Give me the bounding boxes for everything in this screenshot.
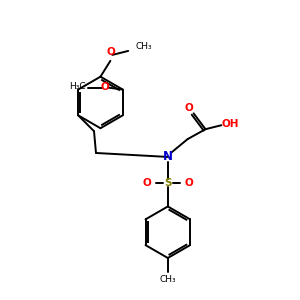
Text: O: O bbox=[143, 178, 152, 188]
Text: O: O bbox=[184, 178, 193, 188]
Text: S: S bbox=[164, 178, 172, 188]
Text: H₃C: H₃C bbox=[70, 82, 86, 91]
Text: O: O bbox=[184, 103, 193, 113]
Text: CH₃: CH₃ bbox=[160, 275, 176, 284]
Text: OH: OH bbox=[221, 119, 239, 129]
Text: N: N bbox=[163, 150, 173, 164]
Text: O: O bbox=[107, 47, 116, 57]
Text: O: O bbox=[100, 82, 109, 92]
Text: CH₃: CH₃ bbox=[135, 43, 152, 52]
